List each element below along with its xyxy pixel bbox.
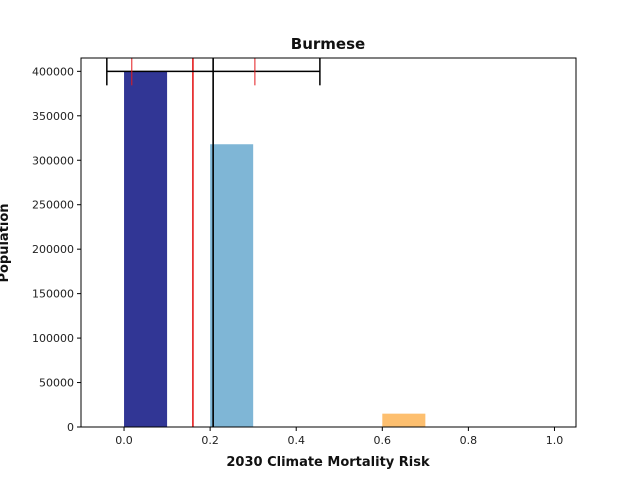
y-tick-label-1: 50000 [39, 377, 74, 390]
x-axis-label: 2030 Climate Mortality Risk [226, 455, 430, 470]
bars-group [124, 71, 426, 428]
y-tick-label-7: 350000 [32, 110, 74, 123]
x-tick-label-0: 0.0 [115, 434, 133, 447]
x-tick-label-2: 0.4 [287, 434, 305, 447]
x-tick-label-1: 0.2 [201, 434, 219, 447]
y-axis-label: Population [0, 203, 12, 282]
y-tick-label-3: 150000 [32, 288, 74, 301]
plot-frame [80, 57, 577, 428]
x-tick-label-4: 0.8 [460, 434, 478, 447]
y-tick-label-5: 250000 [32, 199, 74, 212]
y-axis-ticks: 0 50000 100000 150000 200000 250000 300000 3500… [32, 65, 81, 434]
vertical-lines-group [192, 58, 214, 427]
y-tick-label-6: 300000 [32, 154, 74, 167]
intervals-group [106, 58, 321, 86]
y-tick-label-8: 400000 [32, 65, 74, 78]
x-tick-label-3: 0.6 [374, 434, 392, 447]
y-tick-label-2: 100000 [32, 332, 74, 345]
y-tick-label-0: 0 [67, 421, 74, 434]
x-tick-label-5: 1.0 [546, 434, 564, 447]
bar-2 [382, 413, 426, 427]
bar-1 [210, 144, 254, 427]
chart-title: Burmese [291, 35, 365, 53]
y-tick-label-4: 200000 [32, 243, 74, 256]
x-axis-ticks: 0.0 0.2 0.4 0.6 0.8 1.0 [115, 427, 563, 447]
bar-0 [124, 71, 168, 428]
